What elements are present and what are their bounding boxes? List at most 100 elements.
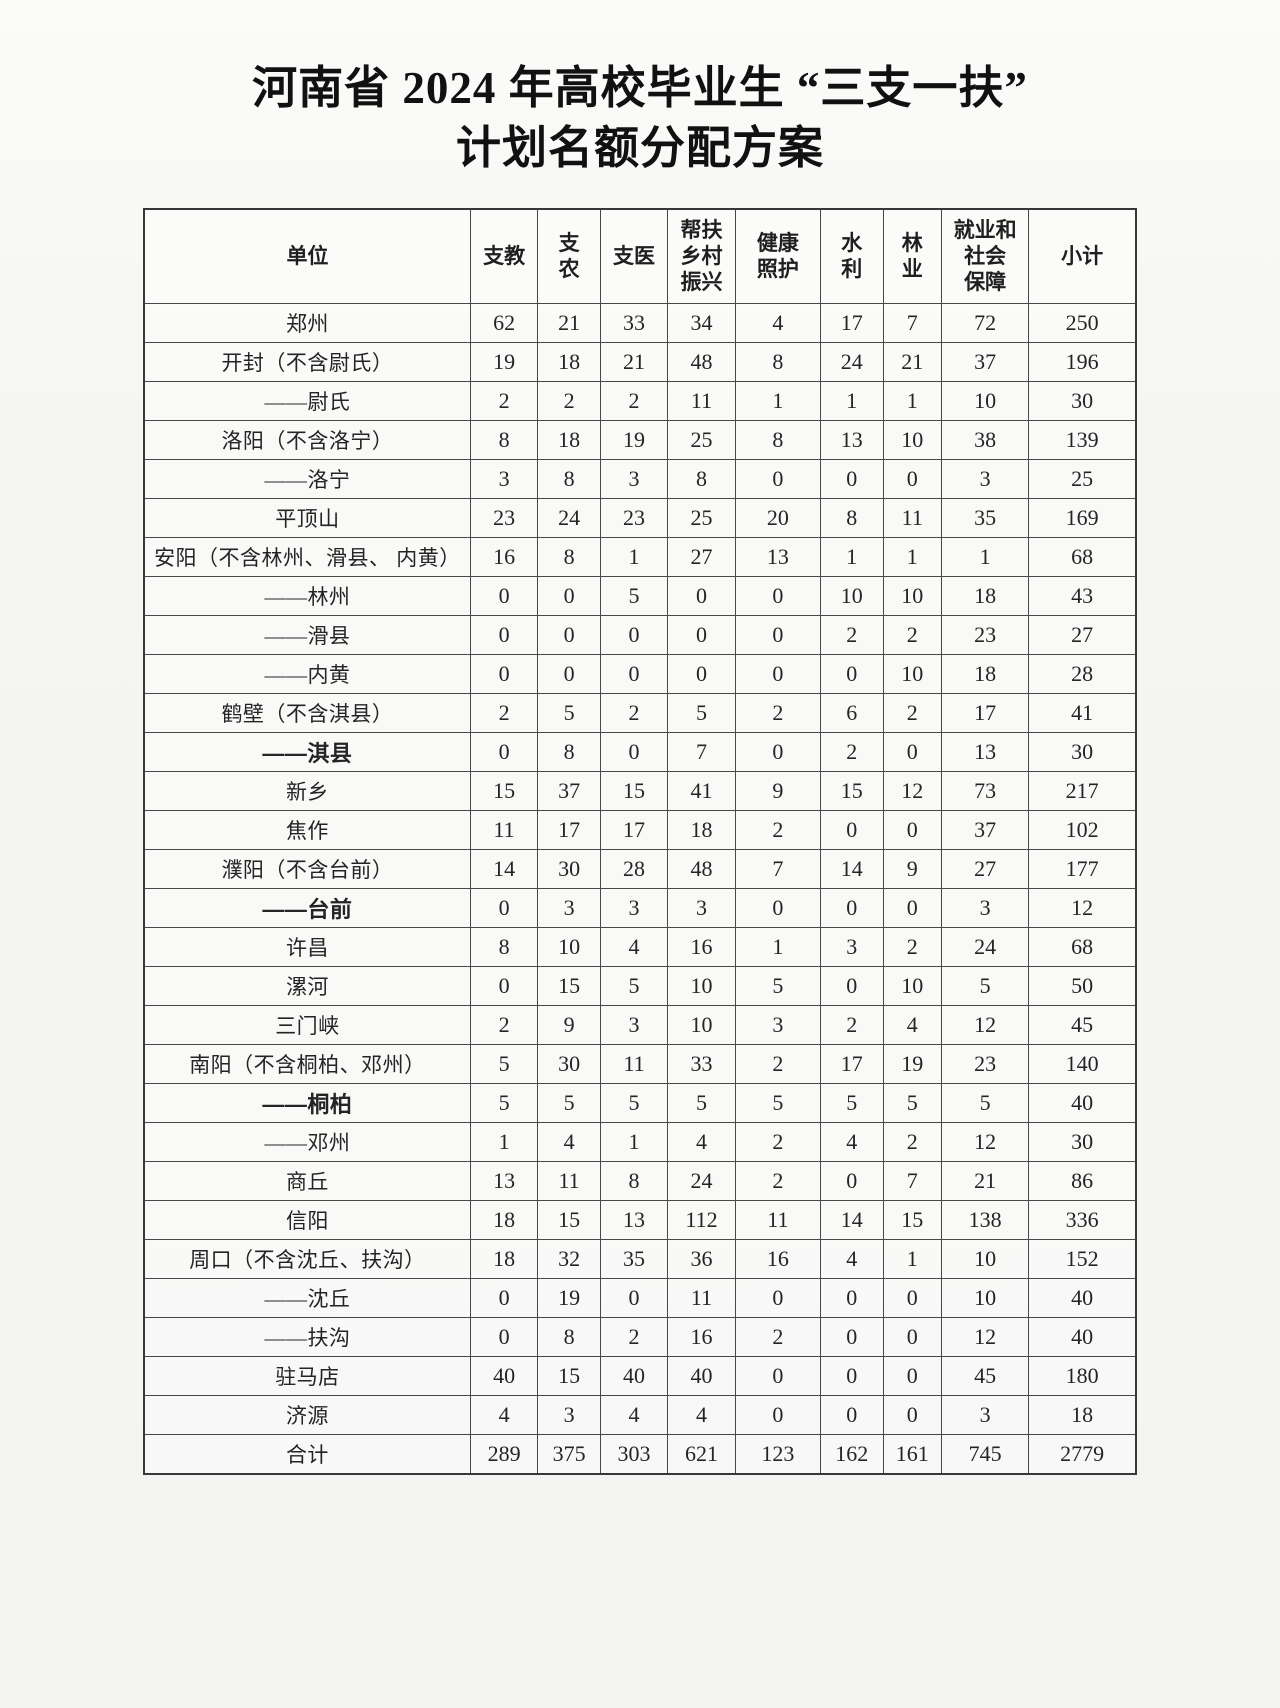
- value-cell: 14: [820, 1200, 884, 1240]
- value-cell: 18: [537, 420, 601, 460]
- value-cell: 2: [599, 693, 669, 733]
- value-cell: 177: [1028, 849, 1137, 889]
- value-cell: 8: [537, 459, 601, 499]
- table-row-14: 濮阳（不含台前） 14 30 28 48 7 14 9 27 177: [143, 849, 1137, 889]
- value-cell: 3: [599, 1005, 669, 1045]
- table-row-21: ——邓州 1 4 1 4 2 4 2 12 30: [143, 1122, 1137, 1162]
- value-cell: 2: [469, 1005, 539, 1045]
- value-cell: 8: [469, 927, 539, 967]
- value-cell: 18: [469, 1239, 539, 1279]
- value-cell: 2: [820, 615, 884, 655]
- value-cell: 7: [734, 849, 822, 889]
- value-cell: 45: [1028, 1005, 1137, 1045]
- value-cell: 0: [537, 654, 601, 694]
- value-cell: 11: [599, 1044, 669, 1084]
- unit-cell: ——沈丘: [143, 1278, 471, 1318]
- value-cell: 11: [667, 1278, 736, 1318]
- value-cell: 112: [667, 1200, 736, 1240]
- unit-cell: 南阳（不含桐柏、邓州）: [143, 1044, 471, 1084]
- value-cell: 25: [667, 420, 736, 460]
- value-cell: 0: [537, 615, 601, 655]
- value-cell: 35: [599, 1239, 669, 1279]
- value-cell: 3: [941, 888, 1030, 928]
- value-cell: 12: [1028, 888, 1137, 928]
- value-cell: 18: [941, 654, 1030, 694]
- value-cell: 37: [941, 342, 1030, 382]
- value-cell: 10: [941, 1278, 1030, 1318]
- value-cell: 8: [599, 1161, 669, 1201]
- table-row-27: 驻马店 40 15 40 40 0 0 0 45 180: [143, 1356, 1137, 1396]
- value-cell: 28: [599, 849, 669, 889]
- value-cell: 250: [1028, 303, 1137, 343]
- value-cell: 18: [667, 810, 736, 850]
- table-row-23: 信阳 18 15 13 112 11 14 15 138 336: [143, 1200, 1137, 1240]
- value-cell: 16: [667, 1317, 736, 1357]
- table-row-29: 合计 289 375 303 621 123 162 161 745 2779: [143, 1434, 1137, 1475]
- value-cell: 2: [599, 1317, 669, 1357]
- unit-cell: 漯河: [143, 966, 471, 1006]
- value-cell: 0: [820, 1395, 884, 1435]
- value-cell: 3: [469, 459, 539, 499]
- value-cell: 43: [1028, 576, 1137, 616]
- value-cell: 2: [469, 693, 539, 733]
- value-cell: 0: [820, 1356, 884, 1396]
- value-cell: 12: [941, 1005, 1030, 1045]
- unit-cell: ——尉氏: [143, 381, 471, 421]
- table-row-1: 开封（不含尉氏） 19 18 21 48 8 24 21 37 196: [143, 342, 1137, 382]
- unit-cell: ——台前: [143, 888, 471, 928]
- value-cell: 8: [537, 732, 601, 772]
- value-cell: 0: [469, 732, 539, 772]
- table-row-20: ——桐柏 5 5 5 5 5 5 5 5 40: [143, 1083, 1137, 1123]
- value-cell: 40: [469, 1356, 539, 1396]
- value-cell: 8: [537, 537, 601, 577]
- value-cell: 0: [599, 615, 669, 655]
- value-cell: 2: [469, 381, 539, 421]
- table-row-4: ——洛宁 3 8 3 8 0 0 0 3 25: [143, 459, 1137, 499]
- value-cell: 11: [667, 381, 736, 421]
- value-cell: 15: [882, 1200, 943, 1240]
- value-cell: 0: [882, 888, 943, 928]
- value-cell: 0: [820, 459, 884, 499]
- value-cell: 1: [941, 537, 1030, 577]
- value-cell: 169: [1028, 498, 1137, 538]
- table-row-2: ——尉氏 2 2 2 11 1 1 1 10 30: [143, 381, 1137, 421]
- value-cell: 14: [469, 849, 539, 889]
- value-cell: 8: [820, 498, 884, 538]
- value-cell: 2: [882, 615, 943, 655]
- value-cell: 0: [820, 810, 884, 850]
- value-cell: 41: [667, 771, 736, 811]
- value-cell: 13: [734, 537, 822, 577]
- unit-cell: 平顶山: [143, 498, 471, 538]
- unit-cell: 济源: [143, 1395, 471, 1435]
- value-cell: 34: [667, 303, 736, 343]
- unit-cell: 开封（不含尉氏）: [143, 342, 471, 382]
- unit-cell: 安阳（不含林州、滑县、 内黄）: [143, 537, 471, 577]
- value-cell: 0: [734, 654, 822, 694]
- value-cell: 7: [882, 303, 943, 343]
- value-cell: 0: [882, 459, 943, 499]
- table-row-0: 郑州 62 21 33 34 4 17 7 72 250: [143, 303, 1137, 343]
- value-cell: 1: [599, 537, 669, 577]
- table-row-8: ——滑县 0 0 0 0 0 2 2 23 27: [143, 615, 1137, 655]
- value-cell: 17: [941, 693, 1030, 733]
- unit-cell: 信阳: [143, 1200, 471, 1240]
- table-body: 郑州 62 21 33 34 4 17 7 72 250 开封（不含尉氏） 19 18 21 48 8 24 21…: [143, 303, 1137, 1475]
- value-cell: 41: [1028, 693, 1137, 733]
- value-cell: 4: [820, 1239, 884, 1279]
- value-cell: 3: [667, 888, 736, 928]
- table-row-22: 商丘 13 11 8 24 2 0 7 21 86: [143, 1161, 1137, 1201]
- value-cell: 2: [734, 693, 822, 733]
- value-cell: 32: [537, 1239, 601, 1279]
- value-cell: 25: [1028, 459, 1137, 499]
- value-cell: 0: [734, 732, 822, 772]
- value-cell: 8: [667, 459, 736, 499]
- document-title: 河南省 2024 年高校毕业生 “三支一扶” 计划名额分配方案: [0, 0, 1280, 178]
- table-row-9: ——内黄 0 0 0 0 0 0 10 18 28: [143, 654, 1137, 694]
- value-cell: 30: [1028, 732, 1137, 772]
- value-cell: 21: [941, 1161, 1030, 1201]
- value-cell: 10: [667, 966, 736, 1006]
- unit-cell: 驻马店: [143, 1356, 471, 1396]
- value-cell: 35: [941, 498, 1030, 538]
- value-cell: 40: [667, 1356, 736, 1396]
- value-cell: 6: [820, 693, 884, 733]
